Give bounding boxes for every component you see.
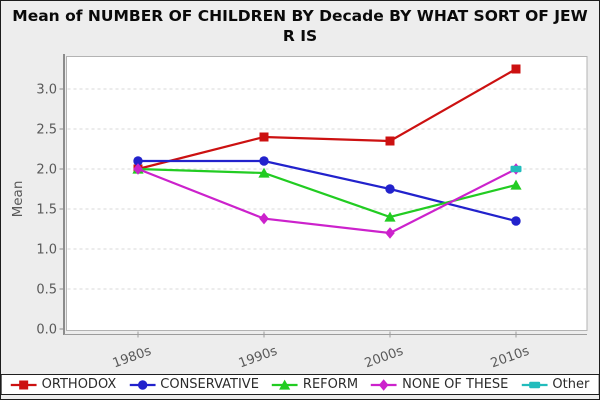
y-tick-label: 2.5 [36,123,57,138]
point-conservative-1980s [133,156,143,166]
point-none-of-these-2000s [385,227,395,239]
y-tick-label: 1.0 [36,243,57,258]
chart-legend: ORTHODOX CONSERVATIVE REFORM NONE OF THESE O… [1,374,599,395]
point-none-of-these-1980s [133,163,143,175]
legend-label: ORTHODOX [41,377,117,392]
y-tick-label: 0.0 [36,323,57,338]
point-conservative-1990s [259,156,269,166]
x-tick-label: 1990s [237,344,280,372]
y-tick-label: 0.5 [36,283,57,298]
square-marker-icon [10,380,37,389]
y-tick-label: 3.0 [36,83,57,98]
legend-item-none-of-these: NONE OF THESE [371,377,508,392]
y-tick-label: 2.0 [36,163,57,178]
diamond-marker-icon [371,378,398,391]
point-none-of-these-1990s [259,212,269,225]
square-marker [19,380,29,389]
legend-label: REFORM [302,377,359,392]
circle-marker [137,379,147,390]
point-orthodox-2010s [511,64,521,74]
plot-area [66,56,588,331]
hrect-marker [528,381,540,388]
triangle-marker-icon [271,379,298,390]
point-reform-1990s [258,167,270,178]
y-tick-label: 1.5 [36,203,57,218]
series-line-none-of-these [137,167,517,235]
point-orthodox-1990s [259,132,269,142]
legend-item-reform: REFORM [271,377,359,392]
chart-title-line2: R IS [282,27,318,45]
series-other [510,165,522,173]
point-orthodox-2000s [385,136,395,146]
series-line-orthodox [137,68,517,171]
chart-title: Mean of NUMBER OF CHILDREN BY Decade BY … [1,6,599,46]
x-tick-label: 2010s [489,344,532,372]
series-conservative [133,156,521,226]
point-other-2010s [510,165,522,173]
hrect-marker-icon [521,381,548,388]
legend-label: CONSERVATIVE [160,377,259,392]
legend-label: Other [552,377,590,392]
diamond-marker [379,378,389,391]
point-conservative-2010s [511,216,521,226]
point-reform-2000s [384,211,396,222]
circle-marker-icon [129,379,156,390]
point-reform-2010s [510,179,522,190]
legend-item-other: Other [521,377,589,392]
x-tick-label: 1980s [111,344,154,372]
series-line-conservative [138,159,517,223]
point-conservative-2000s [385,184,395,194]
x-tick-label: 2000s [363,344,406,372]
y-axis-title: Mean [10,181,26,218]
series-none-of-these [133,163,521,239]
legend-item-conservative: CONSERVATIVE [129,377,259,392]
chart-title-line1: Mean of NUMBER OF CHILDREN BY Decade BY … [12,7,588,25]
legend-item-orthodox: ORTHODOX [10,377,117,392]
triangle-marker [279,379,291,390]
legend-label: NONE OF THESE [402,377,509,392]
